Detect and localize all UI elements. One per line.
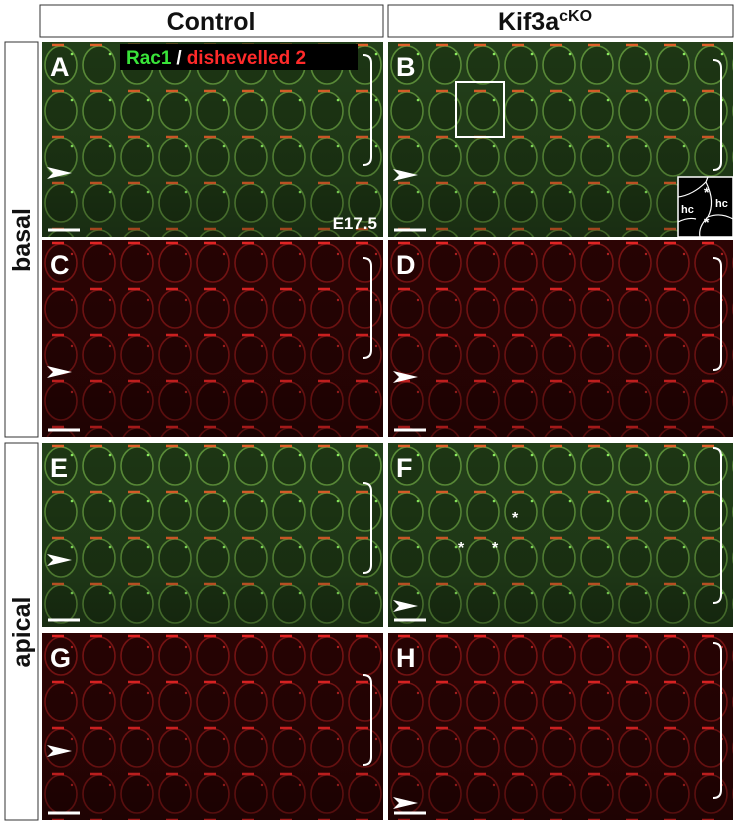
legend-entry: / — [176, 48, 182, 69]
panel-letter: E — [50, 453, 68, 483]
legend-bg — [120, 44, 358, 70]
arrowhead — [393, 797, 418, 809]
panel: Bhc hc * * — [388, 42, 734, 238]
arrowhead — [47, 366, 72, 378]
bracket — [362, 257, 372, 359]
panel: E — [42, 443, 383, 627]
row-title: apical — [8, 597, 36, 668]
bracket — [362, 482, 372, 574]
inset-outline — [677, 176, 734, 238]
column-title: Control — [167, 8, 256, 36]
inset-label: hc — [715, 198, 728, 210]
panel-letter: H — [396, 643, 416, 673]
shading — [42, 633, 383, 820]
row-box — [4, 442, 39, 821]
bracket — [712, 447, 722, 604]
arrowhead — [47, 554, 72, 566]
panel: A E17.5 — [42, 42, 383, 237]
stage-label: E17.5 — [333, 214, 377, 233]
legend-entry: Rac1 — [126, 48, 172, 69]
arrowhead — [47, 167, 72, 179]
roi-box — [455, 81, 505, 138]
arrowhead — [393, 169, 418, 181]
superscript: cKO — [559, 8, 592, 25]
panel-letter: F — [396, 453, 413, 483]
inset-bg — [677, 176, 734, 238]
panel: H — [388, 633, 733, 820]
shading — [388, 42, 733, 237]
column-title: Kif3acKO — [498, 8, 592, 36]
bracket — [712, 59, 722, 171]
bracket — [362, 674, 372, 766]
shading — [42, 443, 383, 627]
inset-marker: * — [704, 214, 710, 230]
gene-name: Kif3a — [498, 8, 560, 36]
header-box — [39, 4, 384, 38]
bracket — [362, 54, 372, 166]
shading — [388, 240, 733, 437]
inset-marker: * — [704, 184, 710, 200]
panel-letter: G — [50, 643, 71, 673]
marker: * — [492, 540, 499, 557]
inset-label: hc — [681, 204, 694, 216]
arrowhead — [47, 745, 72, 757]
marker: * — [512, 510, 519, 527]
panel-letter: B — [396, 52, 416, 82]
inset: hc hc * * — [677, 176, 734, 238]
shading — [388, 443, 733, 627]
legend-text: Rac1/dishevelled 2 — [126, 48, 306, 69]
panel: C — [42, 240, 383, 437]
header-box — [387, 4, 734, 38]
shading — [388, 633, 733, 820]
panel-letter: C — [50, 250, 70, 280]
row-title: basal — [8, 208, 36, 272]
bracket — [712, 257, 722, 371]
marker: * — [458, 540, 465, 557]
shading — [42, 42, 383, 237]
shading — [42, 240, 383, 437]
panel: G — [42, 633, 383, 820]
legend: Rac1/dishevelled 2 — [120, 44, 358, 70]
arrowhead — [393, 600, 418, 612]
row-box — [4, 41, 39, 438]
panel-letter: A — [50, 52, 70, 82]
panel-letter: D — [396, 250, 416, 280]
panel: F * * * — [388, 443, 733, 627]
legend-entry: dishevelled 2 — [187, 48, 306, 69]
bracket — [712, 642, 722, 799]
arrowhead — [393, 371, 418, 383]
panel: D — [388, 240, 733, 437]
